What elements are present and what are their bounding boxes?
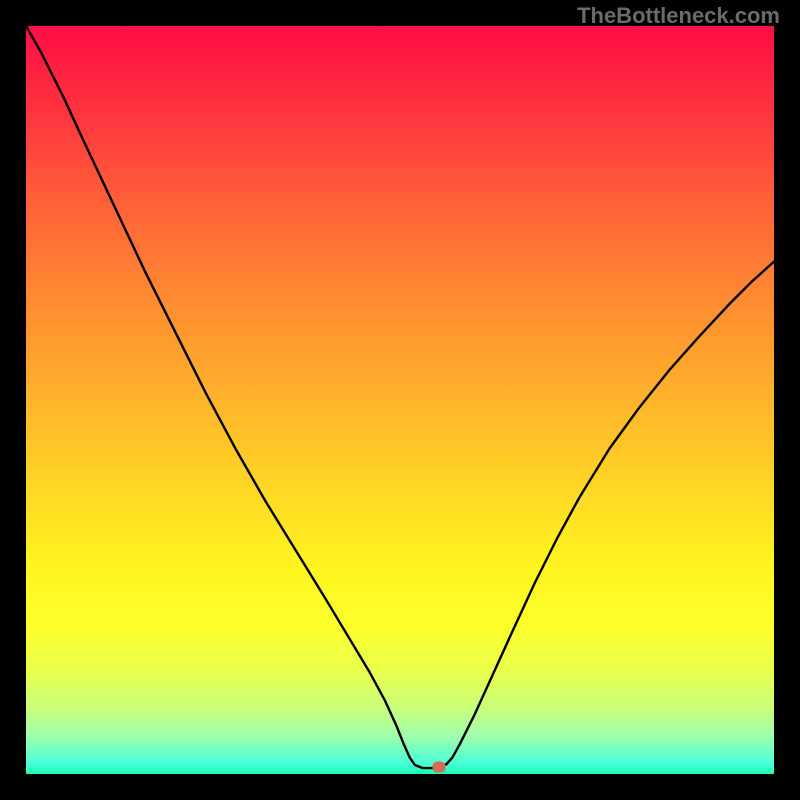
- optimal-point-marker: [432, 762, 445, 773]
- plot-area: [26, 26, 774, 774]
- bottleneck-curve: [26, 26, 774, 774]
- watermark-text: TheBottleneck.com: [577, 3, 780, 29]
- chart-frame: TheBottleneck.com: [0, 0, 800, 800]
